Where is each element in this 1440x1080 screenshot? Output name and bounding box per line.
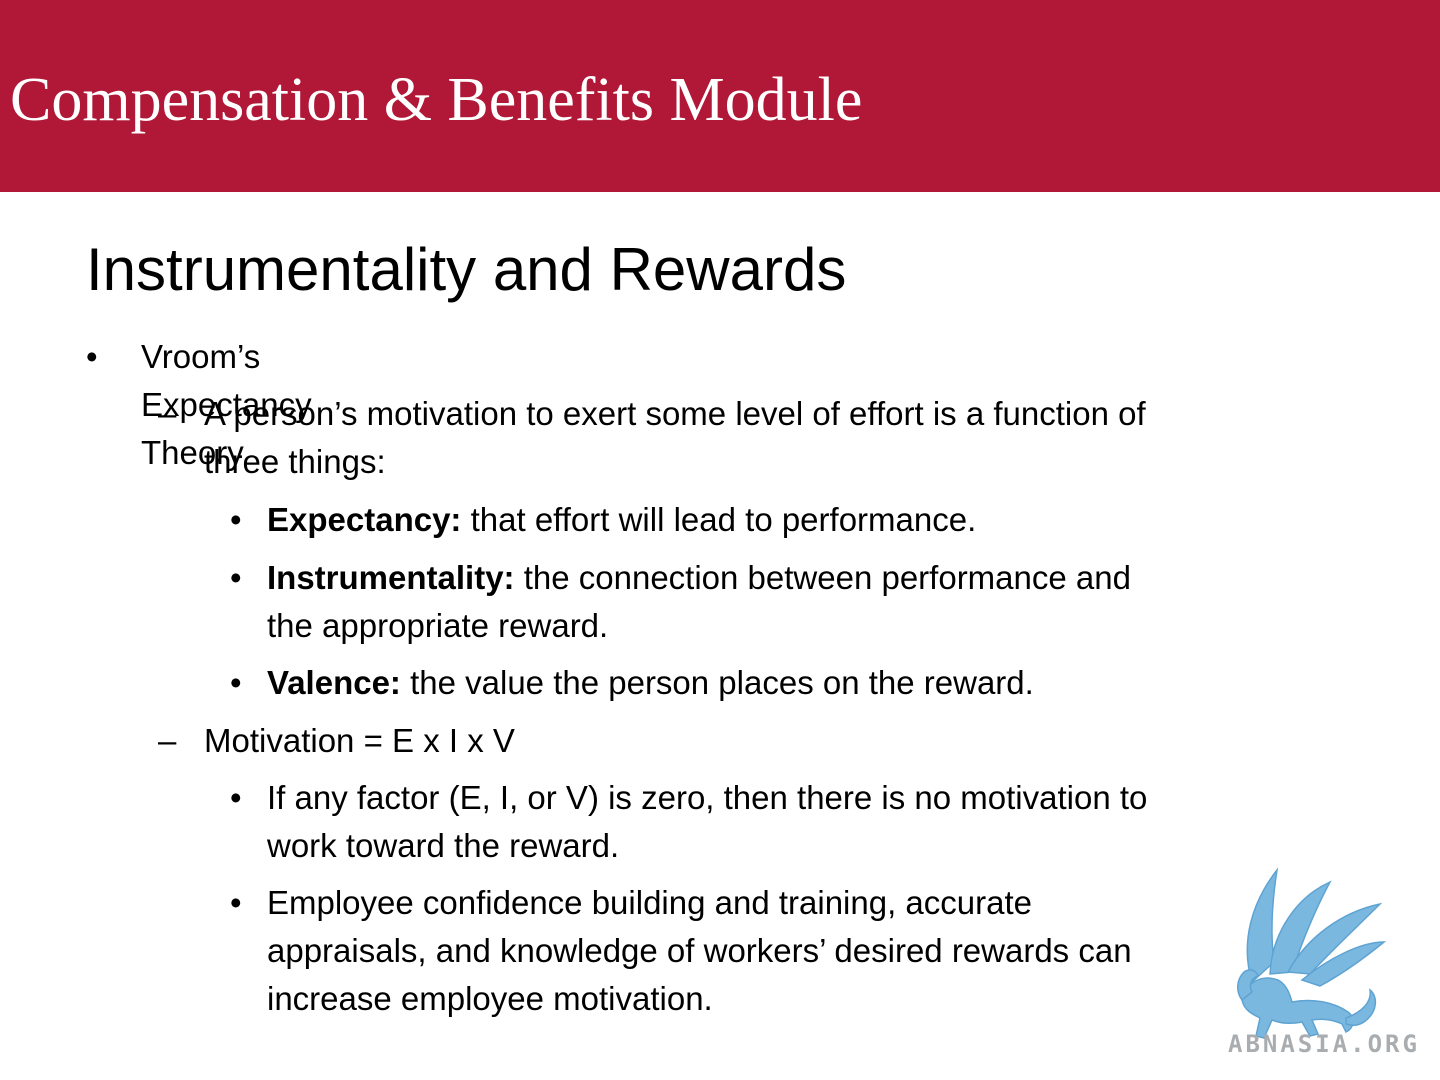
formula-text: Motivation = E x I x V <box>204 722 515 759</box>
bullet-text-continued: work toward the reward. <box>267 827 620 864</box>
bullet-text: Employee confidence building and trainin… <box>267 884 1032 921</box>
griffin-logo-icon <box>1237 867 1387 1039</box>
bullet-text-continued: increase employee motivation. <box>267 980 713 1017</box>
header-band: Compensation & Benefits Module <box>0 0 1440 192</box>
term-valence: Valence: <box>267 664 401 701</box>
bullet-text: A person’s motivation to exert some leve… <box>204 395 1146 432</box>
slide-title: Instrumentality and Rewards <box>86 236 847 303</box>
bullet-text-continued: appraisals, and knowledge of workers’ de… <box>267 932 1132 969</box>
bullet-text: Instrumentality: the connection between … <box>267 554 1131 602</box>
bullet-marker: • <box>230 664 242 701</box>
term-expectancy: Expectancy: <box>267 501 462 538</box>
bullet-text: Expectancy: that effort will lead to per… <box>267 496 976 544</box>
bullet-text: Valence: the value the person places on … <box>267 659 1034 707</box>
bullet-marker: • <box>230 779 242 816</box>
bullet-text-continued: three things: <box>204 443 386 480</box>
term-instrumentality: Instrumentality: <box>267 559 515 596</box>
bullet-marker: • <box>86 338 98 375</box>
module-title: Compensation & Benefits Module <box>10 66 863 134</box>
watermark-text: ABNASIA.ORG <box>1228 1030 1420 1058</box>
bullet-text: Vroom’s Expectancy Theory <box>141 338 312 471</box>
bullet-text: If any factor (E, I, or V) is zero, then… <box>267 779 1148 816</box>
dash-marker: – <box>158 395 177 432</box>
definition-text: the connection between performance and <box>514 559 1131 596</box>
bullet-marker: • <box>230 559 242 596</box>
bullet-marker: • <box>230 501 242 538</box>
definition-text: the value the person places on the rewar… <box>400 664 1034 701</box>
bullet-marker: • <box>230 884 242 921</box>
bullet-text-continued: the appropriate reward. <box>267 607 609 644</box>
dash-marker: – <box>158 722 177 759</box>
definition-text: that effort will lead to performance. <box>461 501 977 538</box>
